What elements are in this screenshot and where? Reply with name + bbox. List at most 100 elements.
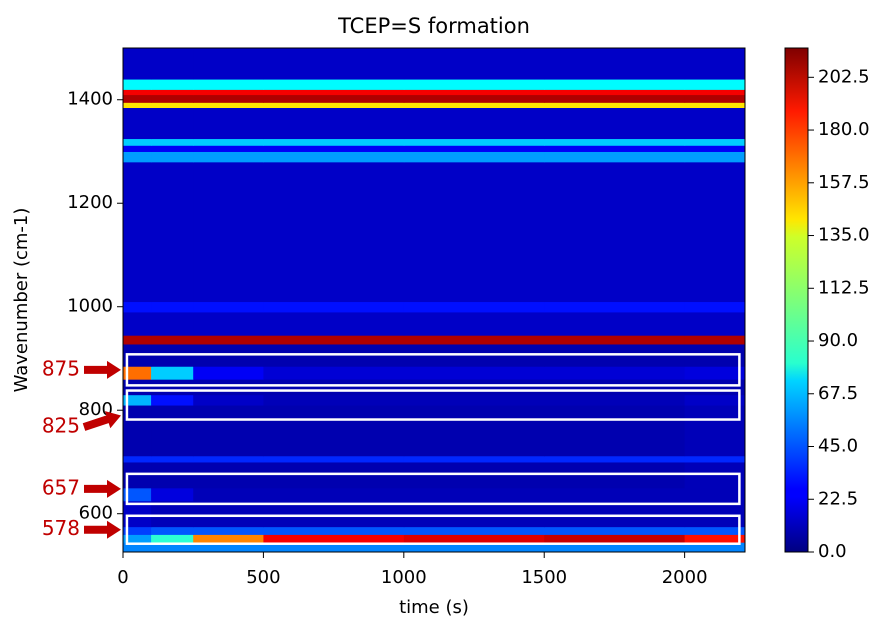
heatmap-cell xyxy=(403,534,545,543)
heatmap-cell xyxy=(123,151,152,163)
heatmap-cell xyxy=(403,366,545,380)
heatmap-cell xyxy=(151,405,194,457)
heatmap-cell xyxy=(263,455,405,463)
heatmap-cell xyxy=(403,379,545,396)
colorbar-tick-label: 45.0 xyxy=(818,436,858,457)
heatmap-cell xyxy=(544,534,686,543)
heatmap-cell xyxy=(544,379,686,396)
heatmap-cell xyxy=(403,151,545,163)
heatmap-cell xyxy=(684,379,746,396)
colorbar xyxy=(784,47,809,553)
heatmap-cell xyxy=(151,526,194,535)
heatmap-cell xyxy=(123,102,152,109)
heatmap-cell xyxy=(403,335,545,345)
heatmap-cell xyxy=(544,94,686,103)
heatmap-cell xyxy=(403,94,545,103)
annotation-box xyxy=(125,472,741,506)
heatmap-cell xyxy=(544,145,686,152)
heatmap-cell xyxy=(193,455,264,463)
heatmap-cell xyxy=(263,366,405,380)
annotation-arrow xyxy=(82,414,112,431)
y-tick-label: 1400 xyxy=(67,89,113,110)
heatmap-cell xyxy=(263,89,405,96)
heatmap-cell xyxy=(263,526,405,535)
heatmap-cell xyxy=(544,301,686,313)
heatmap-cell xyxy=(151,455,194,463)
heatmap-cell xyxy=(684,500,746,528)
heatmap-cell xyxy=(403,89,545,96)
heatmap-cell xyxy=(684,455,746,463)
heatmap-cell xyxy=(151,366,194,380)
annotation-box xyxy=(125,353,741,387)
heatmap-cell xyxy=(544,487,686,502)
annotation-arrowhead xyxy=(107,520,121,539)
heatmap-cell xyxy=(193,48,264,80)
heatmap-cell xyxy=(193,526,264,535)
annotation-label: 657 xyxy=(42,475,80,499)
heatmap-cell xyxy=(151,94,194,103)
heatmap-cell xyxy=(684,405,746,457)
heatmap-cell xyxy=(151,534,194,543)
heatmap-cell xyxy=(263,534,405,543)
colorbar-tick-label: 180.0 xyxy=(818,119,870,140)
heatmap-cell xyxy=(123,48,152,80)
heatmap-cell xyxy=(263,311,405,336)
heatmap-cell xyxy=(544,394,686,406)
heatmap-cell xyxy=(263,542,405,553)
heatmap-cell xyxy=(263,138,405,146)
heatmap-cell xyxy=(263,79,405,90)
heatmap-cell xyxy=(263,102,405,109)
chart-title: TCEP=S formation xyxy=(337,14,530,38)
heatmap-cell xyxy=(151,79,194,90)
x-tick-label: 0 xyxy=(117,567,128,588)
colorbar-tick-label: 67.5 xyxy=(818,383,858,404)
heatmap-cell xyxy=(151,301,194,313)
heatmap-cell xyxy=(684,138,746,146)
heatmap-cell xyxy=(193,534,264,543)
heatmap-cell xyxy=(123,79,152,90)
heatmap-cell xyxy=(544,161,686,303)
heatmap-cell xyxy=(193,487,264,502)
annotation-label: 825 xyxy=(42,414,80,438)
annotation-box xyxy=(125,514,741,545)
y-tick-label: 600 xyxy=(79,503,113,524)
heatmap-cell xyxy=(544,79,686,90)
heatmap-cell xyxy=(403,487,545,502)
heatmap-cell xyxy=(684,48,746,80)
heatmap-cell xyxy=(684,102,746,109)
heatmap-cell xyxy=(151,379,194,396)
heatmap-cell xyxy=(151,89,194,96)
heatmap-cell xyxy=(263,405,405,457)
heatmap-cell xyxy=(123,301,152,313)
heatmap-cell xyxy=(151,500,194,528)
heatmap-cell xyxy=(151,145,194,152)
annotation-label: 875 xyxy=(42,356,80,380)
heatmap-cell xyxy=(151,48,194,80)
heatmap-cell xyxy=(684,151,746,163)
heatmap-cell xyxy=(403,301,545,313)
heatmap-cell xyxy=(123,394,152,406)
heatmap-cell xyxy=(151,542,194,553)
heatmap-cell xyxy=(193,79,264,90)
heatmap-cell xyxy=(403,145,545,152)
heatmap-cell xyxy=(544,138,686,146)
heatmap-cell xyxy=(193,102,264,109)
annotation-arrowhead xyxy=(107,360,121,379)
heatmap-cell xyxy=(403,394,545,406)
heatmap-cell xyxy=(151,138,194,146)
heatmap-cell xyxy=(263,487,405,502)
heatmap-cell xyxy=(684,301,746,313)
heatmap-cell xyxy=(263,161,405,303)
heatmap-cell xyxy=(544,89,686,96)
heatmap-cell xyxy=(684,335,746,345)
heatmap-cell xyxy=(193,405,264,457)
heatmap-cell xyxy=(263,94,405,103)
colorbar-tick-label: 112.5 xyxy=(818,277,870,298)
annotation-box xyxy=(125,389,741,421)
heatmap-cell xyxy=(544,500,686,528)
heatmap-cell xyxy=(151,394,194,406)
heatmap-cell xyxy=(193,366,264,380)
heatmap-cell xyxy=(123,89,152,96)
colorbar-tick-label: 157.5 xyxy=(818,172,870,193)
